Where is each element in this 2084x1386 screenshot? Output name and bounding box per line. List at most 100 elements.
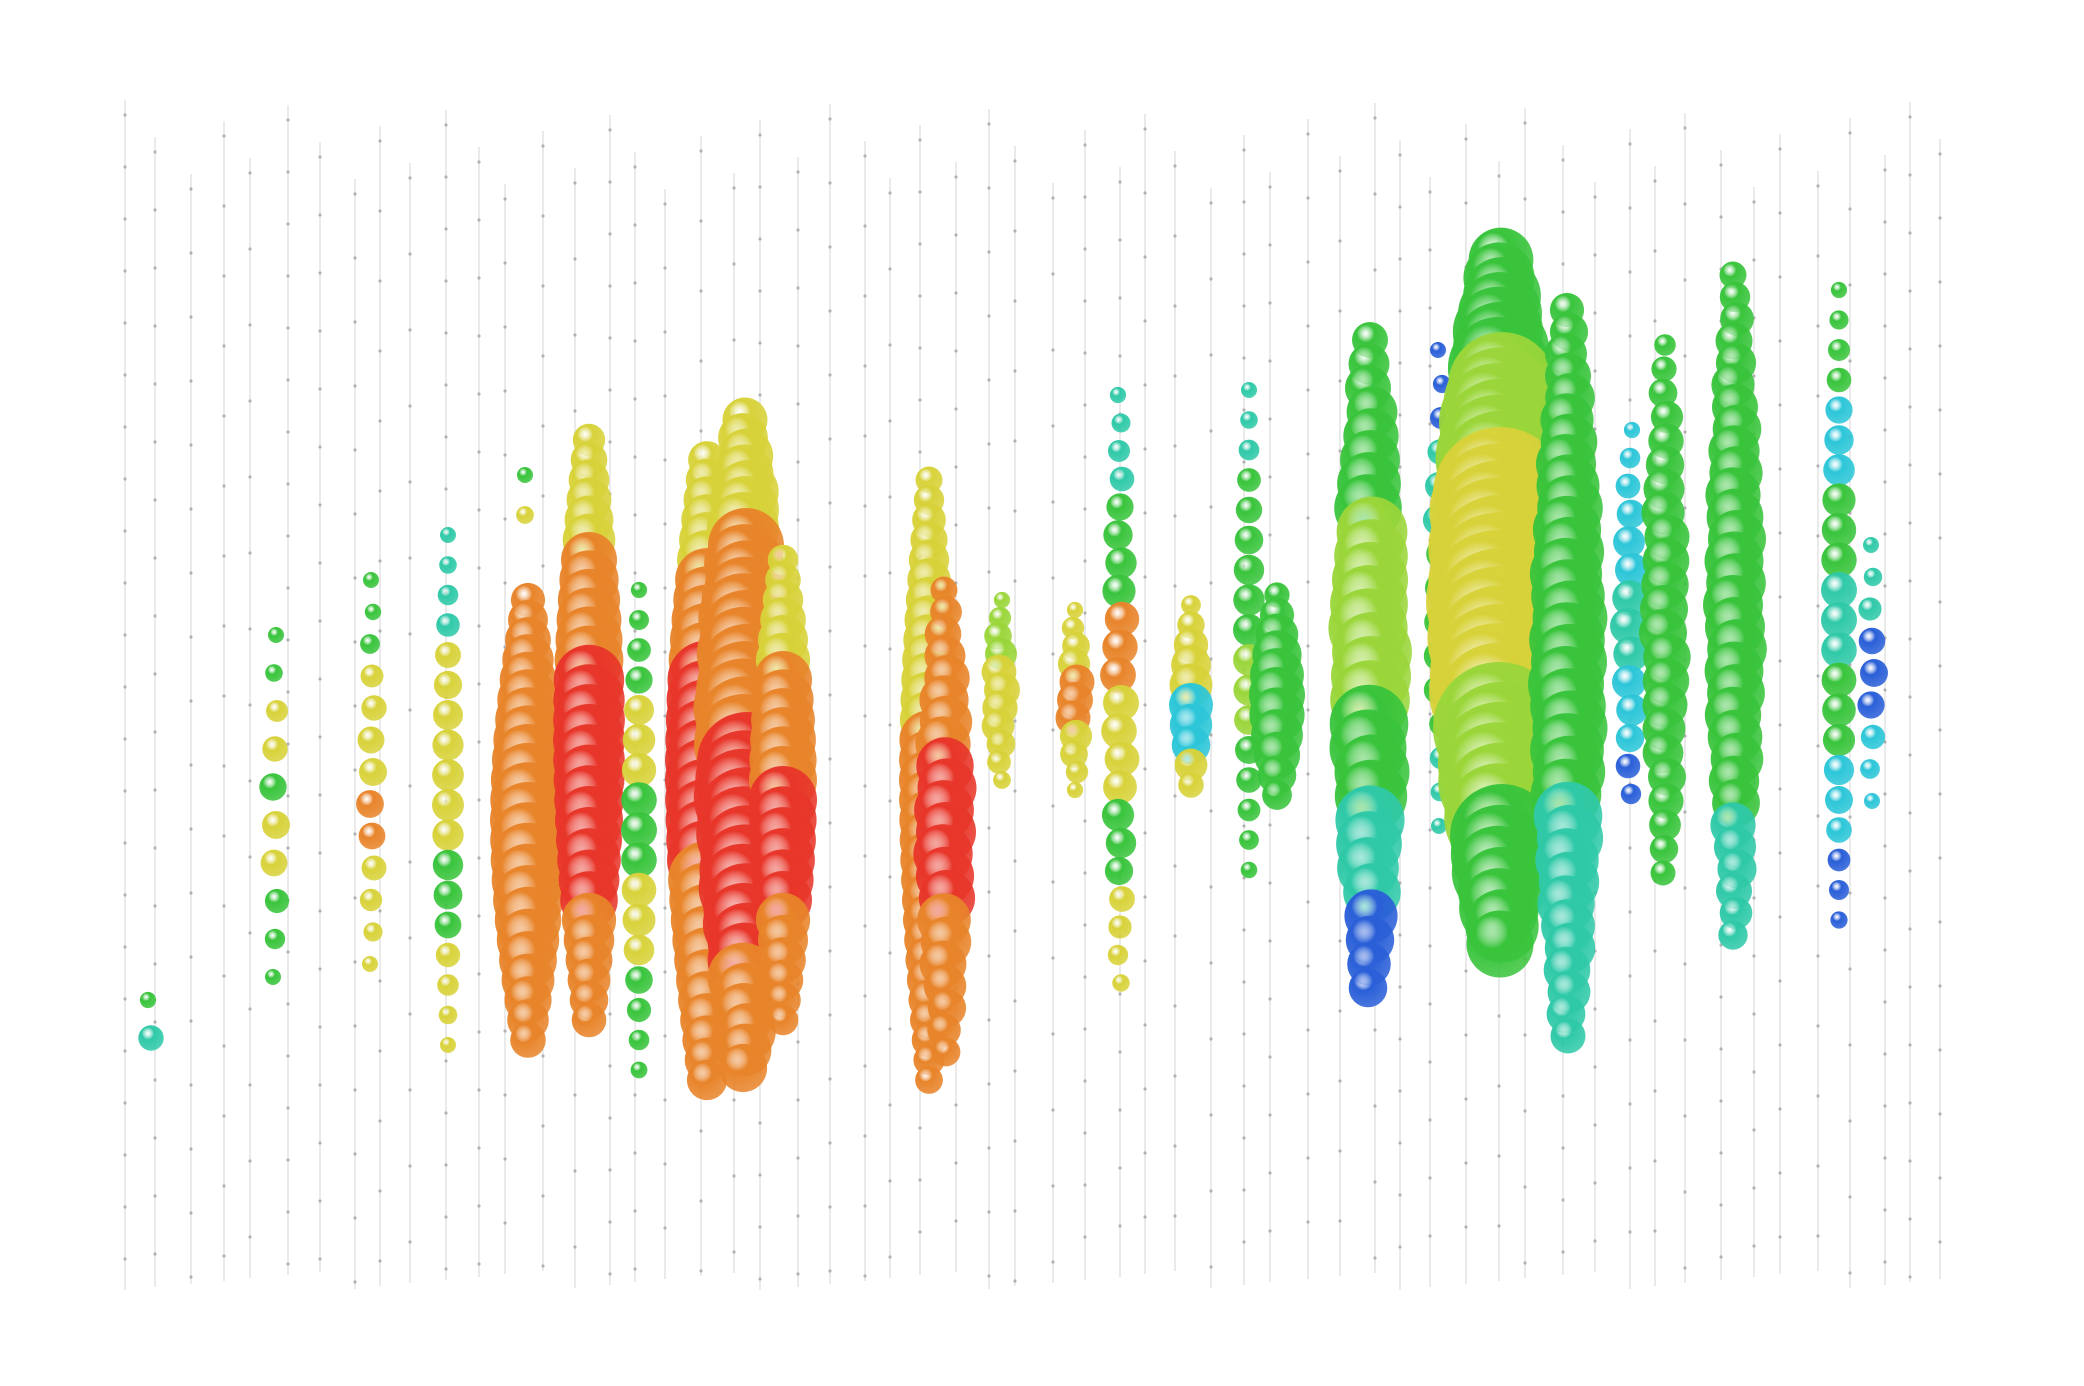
optical-module-dot [1628, 206, 1632, 210]
optical-module-dot [408, 1012, 412, 1016]
photon-hit-sphere [438, 1005, 458, 1025]
optical-module-dot [1653, 1159, 1657, 1163]
optical-module-dot [353, 768, 357, 772]
optical-module-dot [541, 354, 545, 358]
optical-module-dot [699, 219, 703, 223]
optical-module-dot [1306, 1092, 1310, 1096]
optical-module-dot [1938, 408, 1942, 412]
optical-module-dot [1778, 915, 1782, 919]
optical-module-dot [1816, 604, 1820, 608]
optical-module-dot [1173, 1214, 1177, 1218]
optical-module-dot [1848, 891, 1852, 895]
optical-module-dot [222, 204, 226, 208]
photon-hit-sphere [1654, 334, 1676, 356]
photon-hit-sphere [1066, 781, 1084, 799]
optical-module-dot [318, 967, 322, 971]
optical-module-dot [796, 1098, 800, 1102]
optical-module-dot [286, 1054, 290, 1058]
photon-hit-sphere [621, 812, 657, 848]
optical-module-dot [1083, 611, 1087, 615]
photon-hit-sphere [625, 966, 653, 994]
optical-module-dot [286, 1106, 290, 1110]
optical-module-dot [286, 118, 290, 122]
optical-module-dot [189, 187, 193, 191]
optical-module-dot [608, 336, 612, 340]
optical-module-dot [286, 534, 290, 538]
optical-module-dot [828, 1269, 832, 1273]
optical-module-dot [987, 1082, 991, 1086]
optical-module-dot [1013, 299, 1017, 303]
optical-module-dot [1013, 159, 1017, 163]
optical-module-dot [863, 1064, 867, 1068]
optical-module-dot [1268, 533, 1272, 537]
optical-module-dot [1719, 1099, 1723, 1103]
optical-module-dot [1752, 258, 1756, 262]
optical-module-dot [1083, 975, 1087, 979]
optical-module-dot [189, 699, 193, 703]
optical-module-dot [1306, 132, 1310, 136]
photon-hit-sphere [1719, 896, 1753, 930]
optical-module-dot [477, 392, 481, 396]
optical-module-dot [1013, 229, 1017, 233]
optical-module-dot [408, 1240, 412, 1244]
optical-module-dot [1752, 374, 1756, 378]
optical-module-dot [1464, 137, 1468, 141]
optical-module-dot [758, 237, 762, 241]
optical-module-dot [286, 1210, 290, 1214]
optical-module-dot [408, 1088, 412, 1092]
optical-module-dot [1908, 579, 1912, 583]
photon-hit-sphere [436, 613, 460, 637]
photon-hit-sphere [629, 610, 649, 630]
optical-module-dot [1883, 1052, 1887, 1056]
optical-module-dot [1306, 324, 1310, 328]
optical-module-dot [378, 559, 382, 563]
photon-hit-sphere [356, 790, 384, 818]
optical-module-dot [1143, 1215, 1147, 1219]
photon-hit-sphere [1821, 662, 1857, 698]
optical-module-dot [1561, 210, 1565, 214]
photon-hit-sphere [1237, 798, 1261, 822]
photon-hit-sphere [510, 1022, 546, 1058]
photon-hit-sphere [1615, 753, 1641, 779]
optical-module-dot [1593, 369, 1597, 373]
optical-module-dot [378, 139, 382, 143]
photon-hit-sphere [1616, 694, 1648, 726]
optical-module-dot [318, 735, 322, 739]
optical-module-dot [248, 247, 252, 251]
optical-module-dot [408, 328, 412, 332]
photon-hit-sphere [265, 969, 281, 985]
optical-module-dot [1816, 884, 1820, 888]
optical-module-dot [1938, 664, 1942, 668]
optical-module-dot [123, 529, 127, 533]
photon-hit-sphere [360, 664, 384, 688]
optical-module-dot [987, 250, 991, 254]
photon-hit-sphere [1262, 780, 1292, 810]
photon-hit-sphere [625, 666, 653, 694]
optical-module-dot [1083, 1027, 1087, 1031]
optical-module-dot [1398, 257, 1402, 261]
photon-hit-sphere [1863, 567, 1883, 587]
optical-module-dot [1398, 309, 1402, 313]
optical-module-dot [918, 242, 922, 246]
optical-module-dot [663, 458, 667, 462]
optical-module-dot [663, 842, 667, 846]
optical-module-dot [1209, 1037, 1213, 1041]
optical-module-dot [1778, 851, 1782, 855]
optical-module-dot [1209, 353, 1213, 357]
optical-module-dot [1051, 728, 1055, 732]
optical-module-dot [863, 1204, 867, 1208]
photon-hit-sphere [1718, 920, 1748, 950]
optical-module-dot [1816, 464, 1820, 468]
optical-module-dot [828, 1077, 832, 1081]
optical-module-dot [123, 581, 127, 585]
optical-module-dot [378, 279, 382, 283]
optical-module-dot [1883, 584, 1887, 588]
photon-hit-sphere [1236, 767, 1262, 793]
optical-module-dot [353, 1152, 357, 1156]
photon-hit-sphere [1648, 783, 1684, 819]
optical-module-dot [318, 503, 322, 507]
optical-module-dot [1242, 1188, 1246, 1192]
optical-module-dot [1778, 659, 1782, 663]
optical-module-dot [123, 425, 127, 429]
